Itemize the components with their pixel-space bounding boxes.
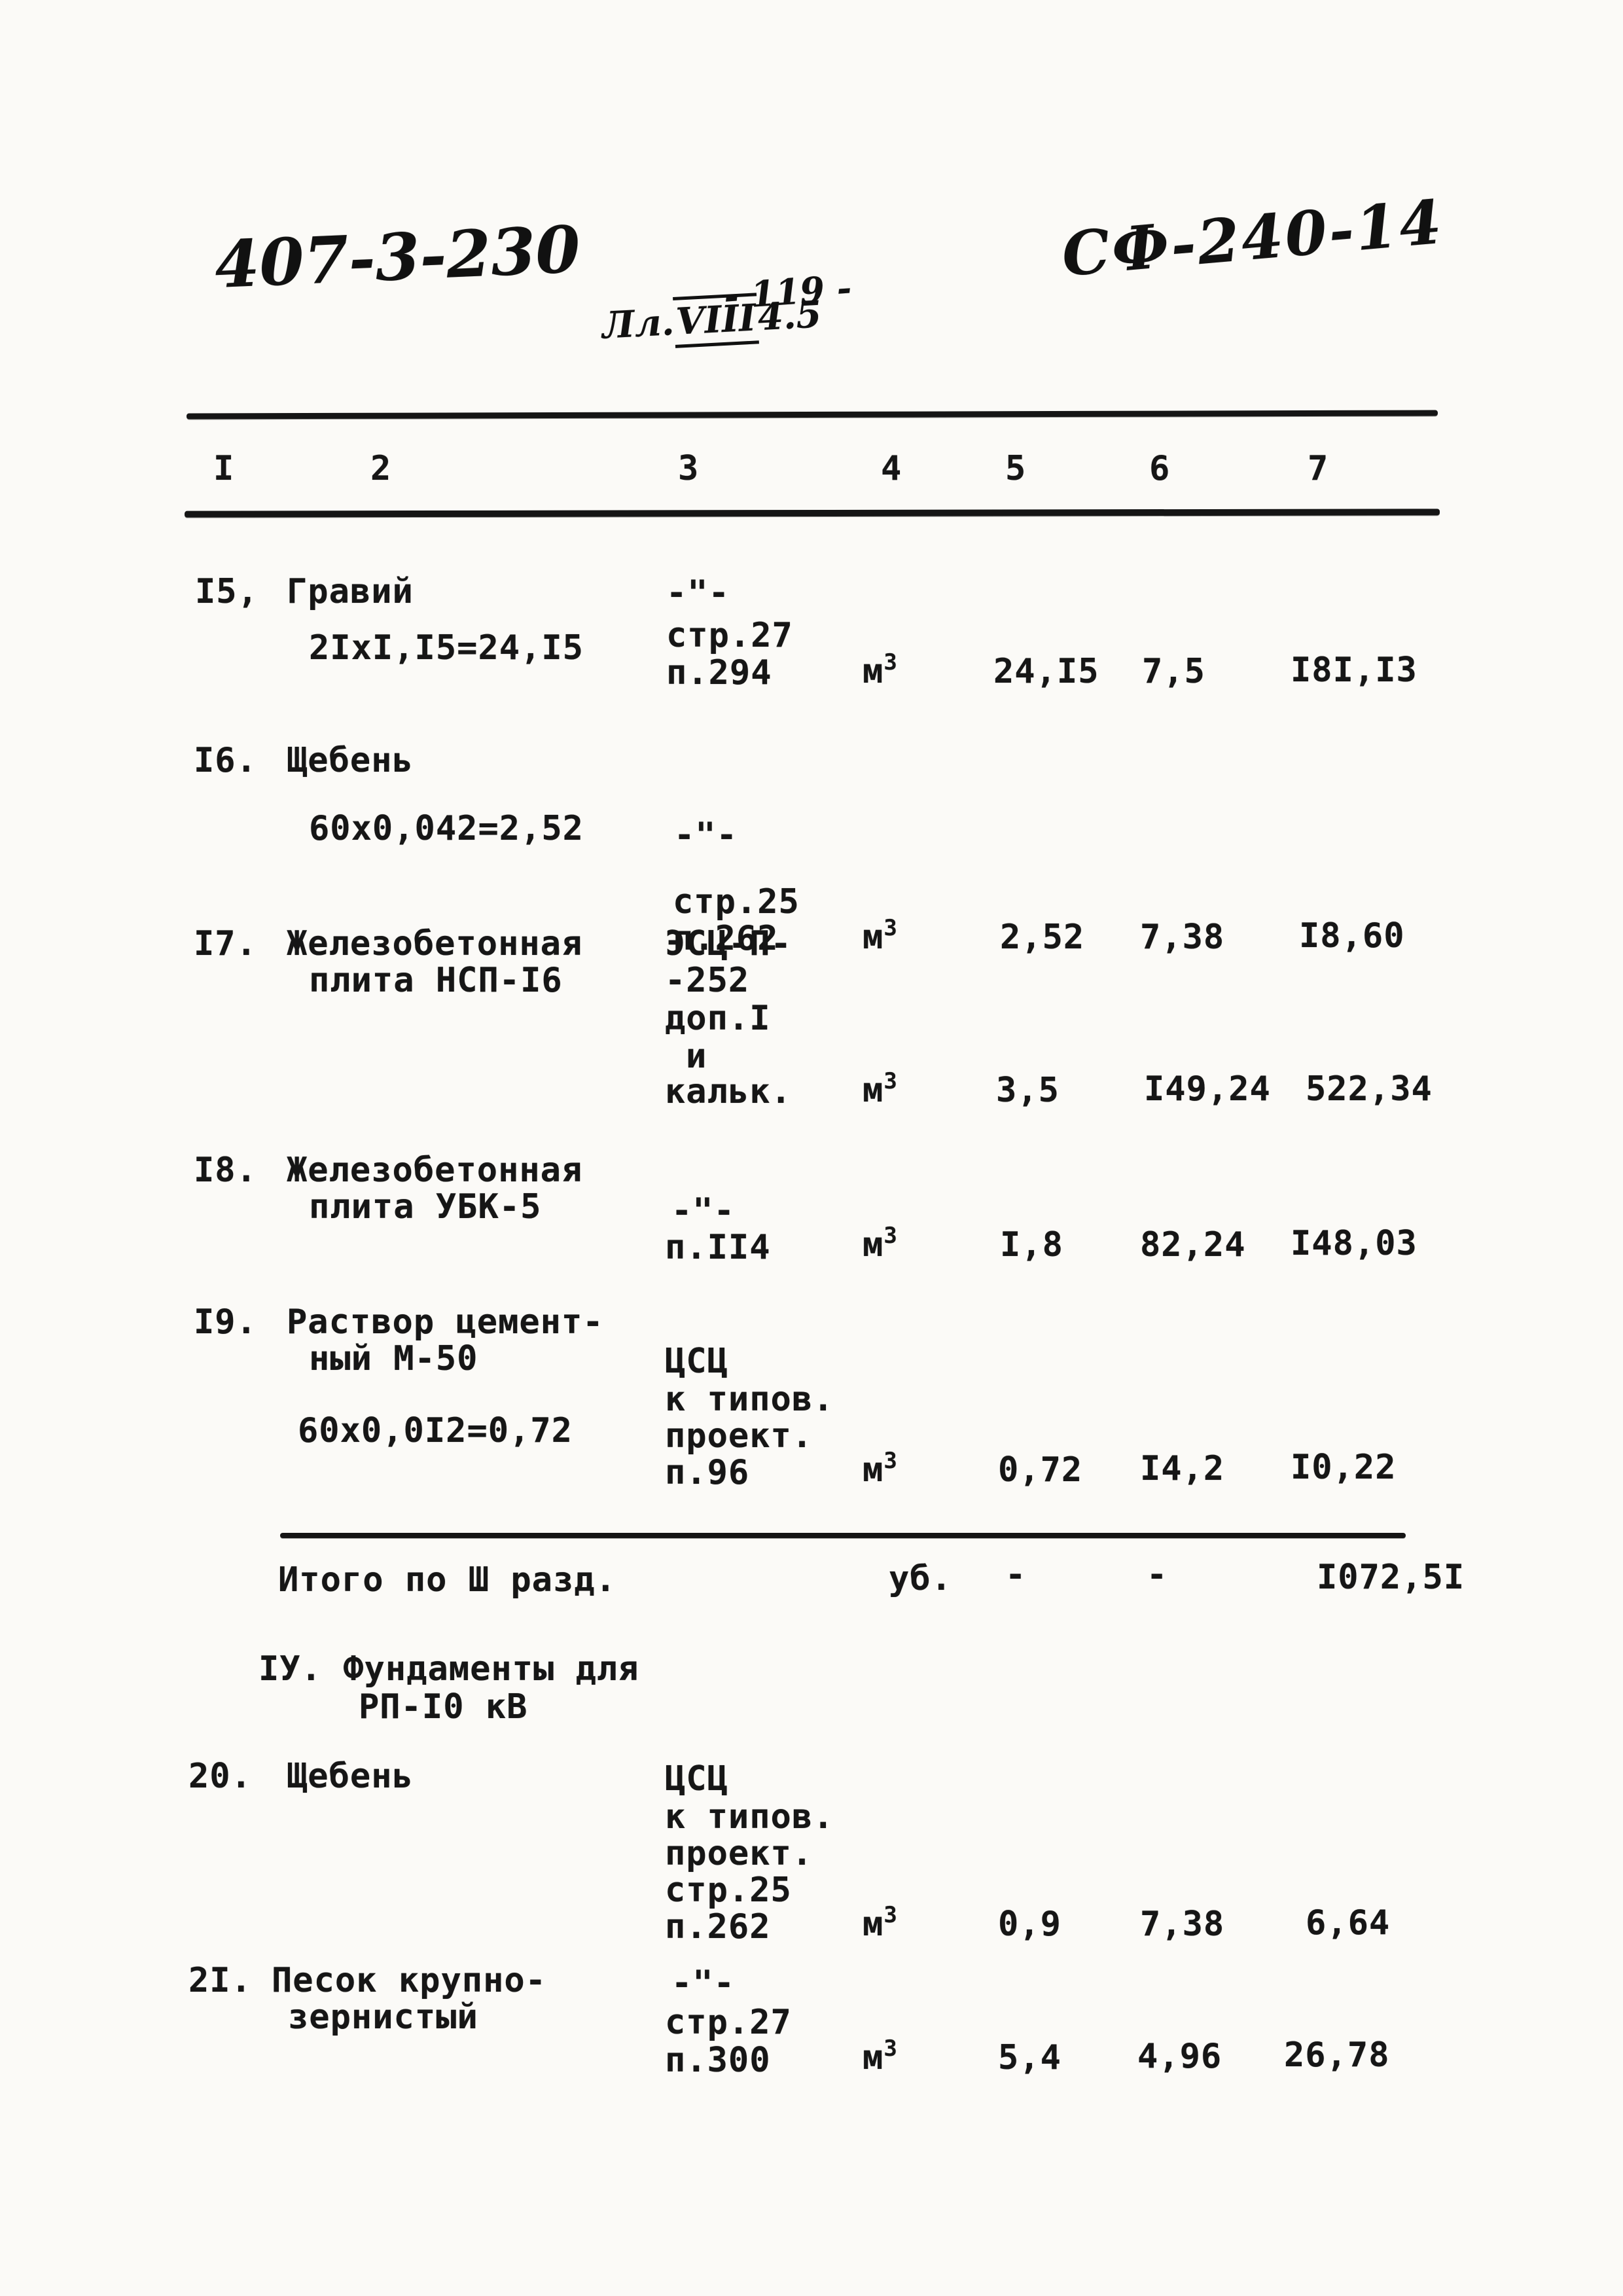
basis-line: -"- xyxy=(674,816,738,855)
unit-cell: м3 xyxy=(863,2036,897,2077)
row-number: I6. xyxy=(194,741,257,780)
basis-line: п.262 xyxy=(673,919,779,958)
basis-line: ЦСЦ xyxy=(665,1759,728,1799)
basis-line: стр.27 xyxy=(666,616,793,655)
row-number: 20. xyxy=(188,1757,252,1796)
basis-line: ЦСЦ xyxy=(665,1342,728,1381)
price-cell: I49,24 xyxy=(1144,1069,1271,1109)
basis-line: ЭСЦ-П- xyxy=(665,924,792,963)
col-header-3: 3 xyxy=(678,449,700,488)
subtotal-dash: - xyxy=(1147,1555,1168,1594)
price-cell: 4,96 xyxy=(1137,2037,1222,2076)
row-number: 2I. xyxy=(188,1961,252,2000)
col-header-5: 5 xyxy=(1005,449,1027,488)
basis-line: стр.25 xyxy=(665,1871,792,1910)
item-name: Раствор цемент- xyxy=(287,1302,604,1342)
item-name: Щебень xyxy=(287,1757,414,1796)
total-cell: I0,22 xyxy=(1291,1448,1397,1487)
basis-line: стр.25 xyxy=(673,882,800,922)
qty-cell: 24,I5 xyxy=(993,652,1099,691)
basis-line: п.262 xyxy=(665,1907,771,1946)
basis-line: и xyxy=(686,1037,707,1076)
qty-cell: 3,5 xyxy=(996,1071,1060,1110)
basis-line: -"- xyxy=(671,1191,735,1230)
unit-cell: м3 xyxy=(863,1068,897,1110)
price-cell: 7,38 xyxy=(1140,918,1225,957)
subtotal-unit: уб. xyxy=(889,1559,952,1598)
total-cell: I8I,I3 xyxy=(1291,651,1418,690)
price-cell: 7,5 xyxy=(1142,652,1205,691)
item-name-2: плита НСП-I6 xyxy=(309,961,563,1000)
item-calc: 60х0,0I2=0,72 xyxy=(298,1411,573,1450)
item-name-2: зернистый xyxy=(288,1998,478,2037)
row-number: I9. xyxy=(194,1302,257,1342)
subtotal-dash: - xyxy=(1005,1555,1027,1594)
estimate-code-handwritten: СФ-240-14 xyxy=(1059,186,1446,291)
row-number: I8. xyxy=(194,1151,257,1190)
price-cell: 7,38 xyxy=(1140,1905,1225,1944)
col-header-7: 7 xyxy=(1308,449,1329,488)
unit-cell: м3 xyxy=(863,1223,897,1265)
col-header-1: I xyxy=(213,449,235,488)
qty-cell: I,8 xyxy=(1000,1225,1063,1265)
doc-number-handwritten: 407-3-230 xyxy=(213,211,582,304)
basis-line: -"- xyxy=(671,1964,735,2003)
price-cell: 82,24 xyxy=(1140,1225,1246,1265)
basis-line: стр.27 xyxy=(665,2003,792,2042)
col-header-2: 2 xyxy=(370,449,392,488)
price-cell: I4,2 xyxy=(1140,1449,1225,1488)
unit-cell: м3 xyxy=(863,915,897,957)
subtotal-rule xyxy=(280,1533,1406,1538)
item-name: Железобетонная xyxy=(287,1151,583,1190)
item-name-2: ный М-50 xyxy=(309,1339,478,1378)
basis-line: проект. xyxy=(665,1416,813,1456)
unit-cell: м3 xyxy=(863,649,897,691)
section-heading-line1: IУ. Фундаменты для xyxy=(259,1649,639,1689)
item-name: Щебень xyxy=(287,741,414,780)
qty-cell: 2,52 xyxy=(1000,918,1085,957)
sheet-prefix: Лл. xyxy=(601,300,675,348)
unit-cell: м3 xyxy=(863,1902,897,1944)
qty-cell: 0,72 xyxy=(998,1450,1083,1490)
table-header-rule xyxy=(184,509,1440,518)
total-cell: I8,60 xyxy=(1299,916,1405,956)
basis-line: -"- xyxy=(666,573,730,613)
item-calc: 60х0,042=2,52 xyxy=(309,809,584,848)
item-calc: 2IхI,I5=24,I5 xyxy=(309,628,584,668)
basis-line: п.300 xyxy=(665,2041,771,2080)
basis-line: -252 xyxy=(665,961,750,1000)
qty-cell: 5,4 xyxy=(998,2038,1061,2077)
item-name-2: плита УБК-5 xyxy=(309,1187,542,1227)
total-cell: 6,64 xyxy=(1306,1903,1391,1943)
page-number-handwritten: - 119 - xyxy=(722,266,853,317)
subtotal-label: Итого по Ш разд. xyxy=(278,1560,616,1600)
col-header-6: 6 xyxy=(1149,449,1171,488)
subtotal-total: I072,5I xyxy=(1317,1558,1465,1597)
item-name: Песок крупно- xyxy=(272,1961,546,2000)
basis-line: п.96 xyxy=(665,1453,750,1492)
row-number: I7. xyxy=(194,924,257,963)
basis-line: п.294 xyxy=(666,653,772,692)
qty-cell: 0,9 xyxy=(998,1905,1061,1944)
basis-line: кальк. xyxy=(665,1072,792,1111)
table-top-rule xyxy=(186,410,1438,420)
total-cell: I48,03 xyxy=(1291,1224,1418,1263)
unit-cell: м3 xyxy=(863,1448,897,1490)
total-cell: 26,78 xyxy=(1284,2036,1390,2075)
basis-line: доп.I xyxy=(665,999,771,1038)
basis-line: п.II4 xyxy=(665,1228,771,1267)
item-name: Гравий xyxy=(287,572,414,611)
col-header-4: 4 xyxy=(881,449,902,488)
basis-line: к типов. xyxy=(665,1380,834,1419)
section-heading-line2: РП-I0 кВ xyxy=(359,1687,528,1727)
total-cell: 522,34 xyxy=(1306,1069,1433,1109)
item-name: Железобетонная xyxy=(287,924,583,963)
basis-line: к типов. xyxy=(665,1797,834,1837)
row-number: I5, xyxy=(195,572,259,611)
basis-line: проект. xyxy=(665,1834,813,1873)
